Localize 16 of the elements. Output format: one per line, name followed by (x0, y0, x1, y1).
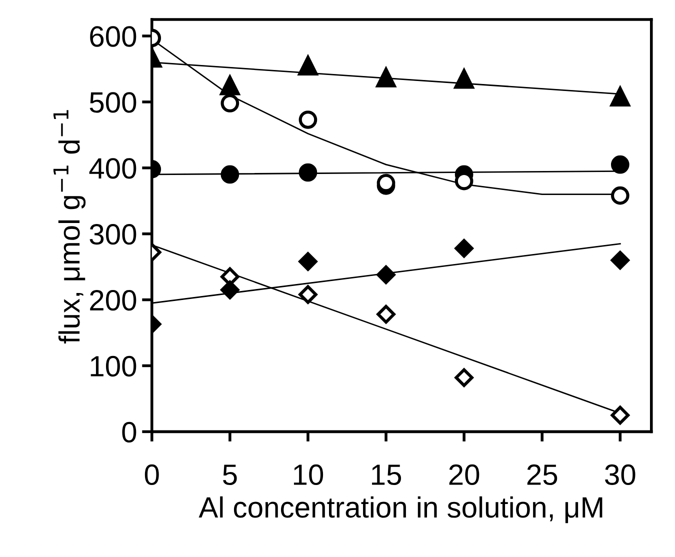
y-tick-label: 0 (122, 422, 136, 443)
y-tick-label: 100 (90, 356, 136, 377)
y-axis-title: flux, μmol g$^{−1}$ d$^{−1}$ (53, 110, 86, 344)
x-tick-label: 5 (222, 464, 237, 486)
x-tick-label: 30 (605, 464, 636, 486)
y-tick-label: 400 (89, 158, 136, 179)
y-tick-label: 200 (90, 290, 136, 311)
y-tick-label: 500 (90, 92, 136, 113)
x-axis-title: Al concentration in solution, μM (198, 496, 602, 524)
x-tick-label: 20 (449, 464, 480, 486)
x-tick-label: 25 (527, 464, 558, 486)
x-tick-label: 10 (294, 464, 324, 486)
y-tick-label: 300 (90, 224, 136, 245)
x-tick-label: 15 (372, 464, 402, 486)
y-tick-label: 600 (90, 26, 136, 47)
x-tick-label: 0 (144, 464, 159, 486)
